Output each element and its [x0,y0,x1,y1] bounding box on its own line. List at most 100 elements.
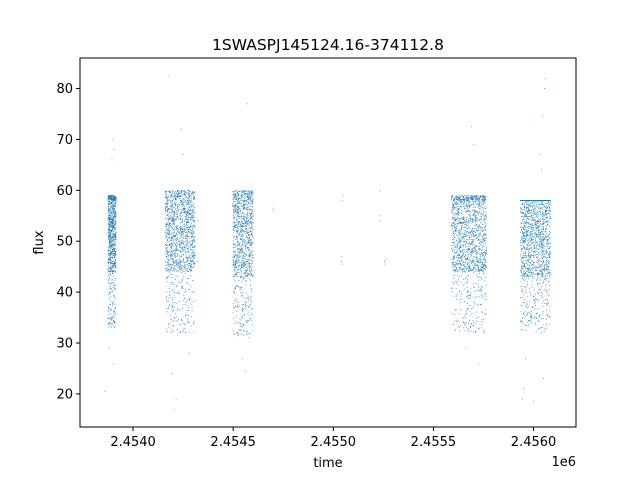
data-point [467,259,468,261]
data-point [480,219,482,221]
data-point [108,318,110,320]
data-point [240,248,241,250]
data-point [463,249,465,251]
data-point [109,257,111,258]
data-point [242,200,243,201]
data-point [173,238,175,240]
data-point [108,253,110,254]
data-point [454,226,456,228]
data-point [240,236,242,238]
data-point [183,241,185,243]
data-point [478,202,480,204]
data-point [175,316,177,318]
data-point [110,304,111,306]
data-point [187,221,189,223]
data-point [458,262,460,264]
data-point [172,241,174,243]
data-point [476,238,478,240]
data-point [109,199,111,200]
data-point [245,275,247,277]
data-point [170,206,172,207]
data-point [249,222,251,223]
data-point [175,320,177,322]
data-point [176,260,178,262]
data-point [244,270,246,272]
data-point [452,205,454,207]
data-point [112,195,114,197]
data-point [460,231,462,232]
data-point [166,204,168,205]
data-point [183,267,185,268]
data-point [244,253,246,255]
data-point [192,219,194,221]
data-point [192,202,194,204]
data-point [463,236,464,238]
data-point [112,222,114,224]
data-point [456,202,458,204]
data-point [110,317,112,319]
data-point [164,232,166,234]
data-point [529,300,530,302]
data-point [182,227,184,229]
data-point [464,244,466,246]
data-point [242,198,244,199]
data-point [473,213,475,215]
data-point [252,200,254,202]
data-point [477,270,479,272]
data-point [164,209,166,211]
data-point [248,206,249,208]
data-point [468,268,470,269]
data-point [233,256,235,257]
data-point [176,209,178,211]
data-point [251,191,253,193]
data-point [107,206,109,208]
data-point [109,243,110,245]
data-point [532,227,533,229]
data-point [179,229,181,231]
data-point [193,198,195,199]
data-point [110,232,112,234]
data-point [251,202,253,204]
data-point [175,192,177,194]
data-point [236,217,238,219]
data-point [457,207,459,209]
data-point [168,225,169,226]
data-point [460,226,462,228]
data-point [454,203,456,205]
data-point [194,220,196,222]
data-point [474,266,476,268]
data-point [175,269,177,271]
data-point [237,259,239,261]
data-point [474,287,476,289]
data-point [236,260,238,262]
data-point [189,256,190,258]
data-point [479,205,481,207]
data-point [249,249,251,251]
data-point [468,205,470,207]
data-point [482,240,484,242]
data-point [480,241,482,242]
data-point [170,195,171,197]
data-point [462,241,464,243]
data-point [477,200,479,202]
data-point [192,210,193,212]
data-point [165,210,166,212]
data-point [482,230,483,232]
data-point [172,244,174,245]
data-point [472,238,473,240]
data-point [184,201,186,203]
data-point [114,264,116,266]
data-point [189,262,191,264]
data-point [473,296,475,298]
data-point [484,313,486,315]
data-point [478,260,480,262]
data-point [240,323,241,325]
data-point [458,275,460,277]
data-point [110,253,111,255]
data-point [108,322,109,324]
data-point [112,239,114,240]
data-point [451,312,453,314]
data-point [471,218,473,220]
data-point [248,192,250,193]
data-point [251,252,253,254]
